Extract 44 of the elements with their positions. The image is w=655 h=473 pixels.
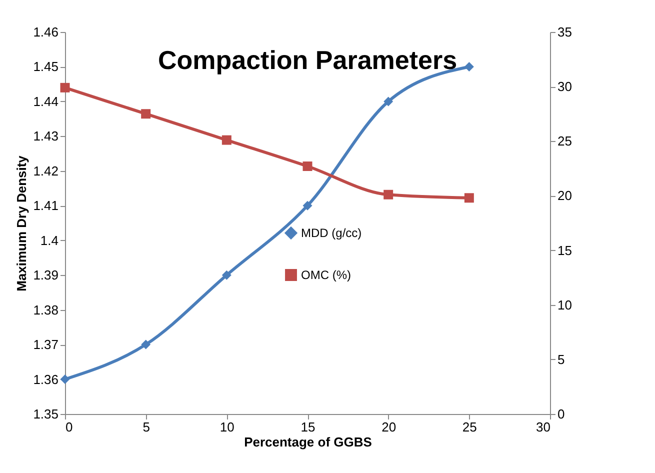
y-tick-label: 1.42	[33, 163, 58, 178]
y-tick-label: 1.46	[33, 24, 58, 40]
y-tick-label: 1.4	[40, 232, 58, 248]
legend-label: OMC (%)	[301, 268, 351, 282]
point	[464, 62, 474, 72]
point	[302, 200, 312, 210]
y2-tick-label: 15	[558, 242, 572, 258]
y-tick-label: 1.36	[33, 372, 58, 387]
y-tick-label: 1.41	[33, 198, 58, 214]
y-tick-label: 1.39	[33, 268, 58, 283]
y-tick-label: 1.35	[33, 406, 58, 422]
x-tick-label: 30	[536, 420, 550, 434]
x-tick-label: 25	[462, 420, 477, 434]
legend-label: MDD (g/cc)	[301, 226, 362, 240]
point	[222, 270, 232, 280]
point	[141, 340, 151, 350]
y2-tick-label: 0	[558, 406, 565, 422]
point	[222, 135, 232, 145]
point	[60, 374, 70, 384]
y2-tick-label: 35	[558, 24, 572, 40]
point	[464, 193, 474, 203]
point	[384, 96, 394, 106]
x-tick-label: 5	[142, 420, 150, 434]
y-tick-label: 1.43	[33, 128, 58, 144]
x-tick-label: 20	[382, 420, 396, 434]
y-tick-label: 1.44	[33, 94, 58, 109]
x-tick-label: 15	[300, 420, 316, 434]
y2-tick-label: 30	[558, 79, 572, 94]
y-tick-label: 1.45	[33, 59, 58, 74]
point	[384, 190, 394, 200]
x-tick-label: 0	[66, 420, 73, 434]
y-tick-label: 1.37	[33, 337, 58, 352]
y2-tick-label: 10	[558, 297, 572, 312]
y-axis-title: Maximum Dry Density	[14, 154, 30, 292]
y2-tick-label: 5	[558, 352, 565, 367]
x-tick-label: 10	[220, 420, 234, 434]
point	[302, 162, 312, 171]
x-axis-title: Percentage of GGBS	[244, 434, 372, 450]
text: Compaction Parameters	[158, 45, 458, 75]
point	[141, 109, 151, 119]
y2-tick-label: 25	[558, 134, 572, 149]
y-tick-label: 1.38	[33, 302, 58, 318]
point	[60, 82, 70, 92]
y2-tick-label: 20	[558, 188, 572, 204]
